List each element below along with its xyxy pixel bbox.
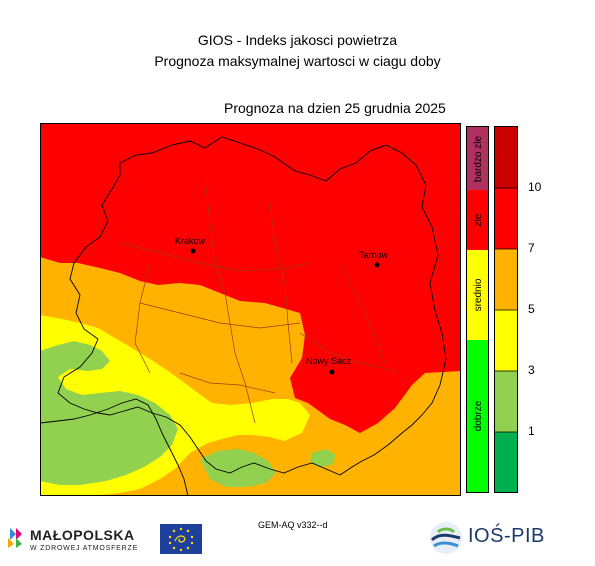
ios-pib-name: IOŚ-PIB <box>468 525 545 547</box>
city-markers: Krakow Tarnow Nowy Sacz <box>175 236 389 375</box>
region-class-good-patch <box>310 449 336 467</box>
index-scale-bar <box>494 126 518 493</box>
scale-swatch-above-10 <box>494 126 518 188</box>
city-dot-nowy-sacz <box>329 369 335 375</box>
malopolska-name: MAŁOPOLSKA <box>30 527 135 543</box>
city-dot-krakow <box>190 248 196 254</box>
scale-swatch-5-7 <box>494 249 518 310</box>
eu-life-logo-icon <box>160 524 202 554</box>
category-label-srednio: srednio <box>473 278 484 311</box>
forecast-date-label: Prognoza na dzien 25 grudnia 2025 <box>224 100 446 116</box>
scale-swatch-1-3 <box>494 371 518 432</box>
category-dobrze-swatch <box>466 340 489 493</box>
map-frame <box>40 123 461 496</box>
malopolska-logo: MAŁOPOLSKA W ZDROWEJ ATMOSFERZE <box>6 522 156 562</box>
city-label-nowy-sacz: Nowy Sacz <box>306 356 352 366</box>
city-dot-tarnow <box>374 262 380 268</box>
category-zle-swatch <box>466 190 489 250</box>
category-label-zle: zle <box>473 213 484 226</box>
scale-tick-5: 5 <box>528 302 535 316</box>
category-legend-bar: bardzo zle zle srednio dobrze <box>466 126 489 493</box>
scale-tick-3: 3 <box>528 363 535 377</box>
voivodeship-border <box>40 136 447 496</box>
category-label-bardzo-zle: bardzo zle <box>473 135 484 182</box>
model-version-label: GEM-AQ v332--d <box>258 520 328 530</box>
map-title: GIOS - Indeks jakosci powietrza <box>197 32 398 48</box>
scale-tick-7: 7 <box>528 241 535 255</box>
ios-pib-logo-icon <box>430 522 462 554</box>
region-class-very-bad-patch <box>352 402 370 419</box>
forecast-map: Krakow Tarnow Nowy Sacz <box>40 123 461 496</box>
scale-swatch-below-1 <box>494 432 518 493</box>
scale-tick-1: 1 <box>528 424 535 438</box>
county-boundaries <box>119 177 396 424</box>
scale-tick-10: 10 <box>528 180 542 194</box>
category-srednio-swatch <box>466 250 489 340</box>
malopolska-emblem-icon <box>8 528 22 548</box>
forecast-fill-layer <box>40 123 461 496</box>
scale-swatch-3-5 <box>494 310 518 371</box>
category-label-dobrze: dobrze <box>473 400 484 431</box>
region-class-good-west <box>40 341 178 485</box>
map-subtitle: Prognoza maksymalnej wartosci w ciagu do… <box>154 53 441 69</box>
region-class-good-south <box>200 449 276 487</box>
malopolska-tagline: W ZDROWEJ ATMOSFERZE <box>30 545 139 552</box>
region-class-very-bad <box>40 123 461 433</box>
city-label-krakow: Krakow <box>175 236 206 246</box>
city-label-tarnow: Tarnow <box>359 250 389 260</box>
category-bardzo-zle-swatch <box>466 126 489 190</box>
scale-swatch-7-10 <box>494 188 518 249</box>
